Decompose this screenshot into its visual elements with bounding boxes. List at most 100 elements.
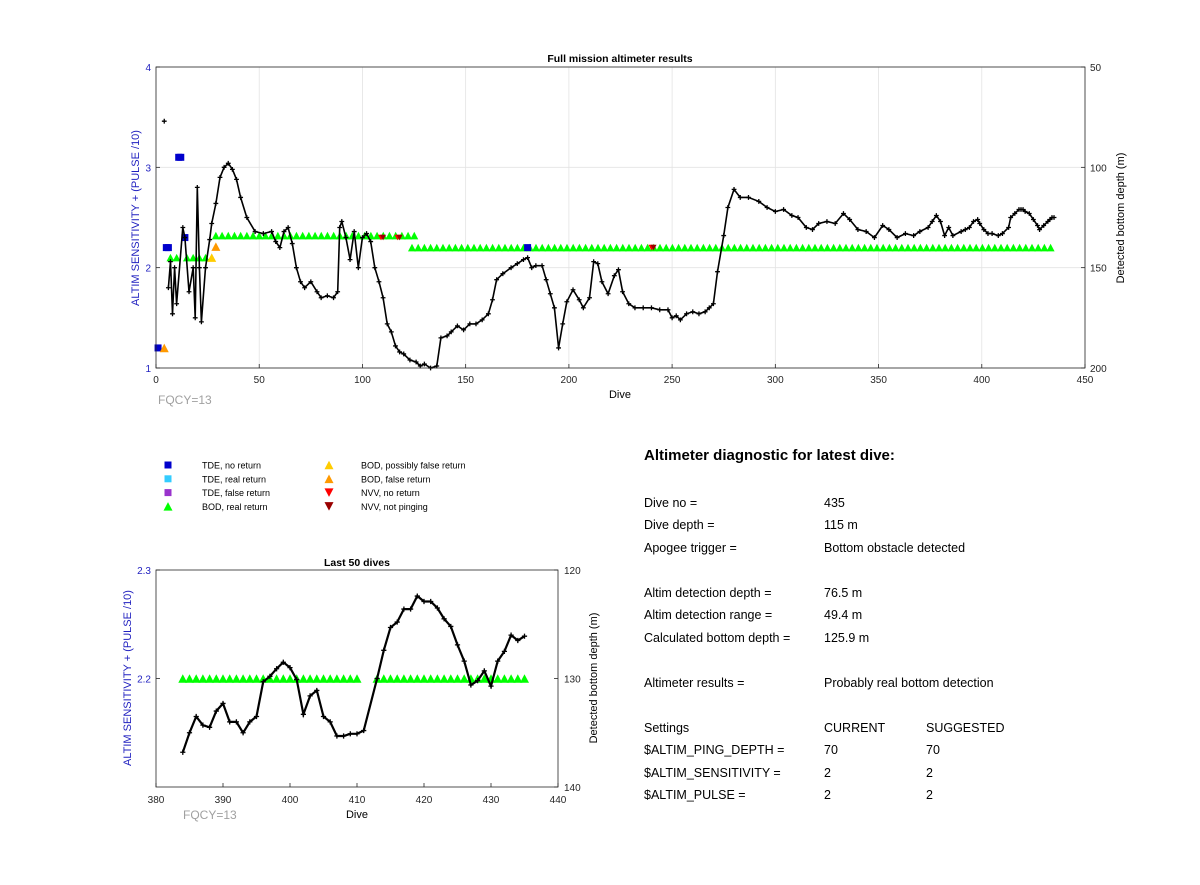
bod-real-marker — [385, 231, 394, 240]
bottom-depth-point — [599, 279, 605, 285]
y-tick-label: 2.3 — [137, 566, 151, 577]
bottom-depth-point — [161, 118, 167, 124]
bod-real-marker — [198, 674, 208, 683]
bottom-depth-point — [361, 727, 367, 734]
bod-real-marker — [891, 243, 900, 252]
diagnostic-title: Altimeter diagnostic for latest dive: — [644, 447, 895, 464]
bottom-depth-point — [238, 195, 244, 200]
bottom-depth-point — [196, 265, 202, 271]
bod-real-marker — [345, 674, 355, 683]
bod-real-marker — [941, 243, 950, 252]
bottom-depth-point — [626, 301, 632, 307]
bod-real-marker — [453, 674, 462, 683]
bottom-depth-point — [467, 321, 473, 327]
bottom-chart-title: Last 50 dives — [324, 557, 390, 569]
bottom-depth-point — [1035, 223, 1040, 228]
bod-real-marker — [804, 243, 813, 252]
x-tick-label: 0 — [153, 375, 159, 386]
bottom-depth-point — [351, 229, 357, 234]
bottom-depth-point — [434, 363, 440, 369]
bod-real-marker — [531, 243, 540, 252]
bod-real-marker — [404, 231, 413, 240]
bottom-depth-point — [213, 708, 219, 714]
bottom-depth-point — [172, 265, 177, 271]
bod-real-marker — [379, 674, 389, 683]
bottom-depth-point — [816, 221, 822, 226]
x-tick-label: 400 — [973, 375, 990, 386]
bottom-depth-point — [975, 217, 981, 222]
bod-real-marker — [922, 243, 931, 252]
legend-label: BOD, false return — [361, 474, 431, 484]
bod-real-marker — [1040, 243, 1049, 252]
bod-real-marker — [593, 243, 602, 252]
bod-real-marker — [786, 243, 795, 252]
nvv-marker — [380, 234, 387, 241]
bottom-depth-point — [657, 307, 663, 313]
x-tick-label: 300 — [767, 375, 784, 386]
bottom-depth-point — [481, 668, 487, 674]
bottom-depth-point — [428, 598, 434, 605]
bod-real-marker — [879, 243, 888, 252]
bottom-depth-point — [824, 219, 830, 224]
bottom-depth-point — [441, 616, 447, 622]
bottom-depth-point — [1051, 215, 1057, 220]
bottom-depth-point — [580, 305, 586, 311]
bottom-depth-point — [552, 305, 557, 311]
bottom-depth-point — [902, 231, 908, 236]
bottom-depth-point — [193, 713, 199, 720]
bottom-depth-line — [167, 162, 1054, 369]
bod-real-marker — [304, 231, 313, 240]
bottom-depth-point — [911, 233, 917, 238]
bod-real-marker — [311, 231, 320, 240]
bottom-depth-point — [556, 345, 561, 351]
bottom-depth-point — [731, 187, 737, 192]
bottom-depth-point — [977, 221, 983, 226]
bod-real-marker — [261, 231, 270, 240]
bottom-depth-point — [725, 205, 731, 210]
bod-real-marker — [482, 243, 491, 252]
bottom-depth-point — [677, 317, 683, 323]
settings-header-col: CURRENT — [824, 721, 886, 735]
bottom-depth-point — [488, 683, 494, 689]
bottom-depth-point — [221, 164, 227, 170]
bottom-depth-point — [706, 305, 712, 311]
bottom-depth-point — [989, 231, 995, 236]
bottom-depth-point — [334, 733, 340, 739]
y2-tick-label: 140 — [564, 783, 581, 794]
bottom-depth-point — [620, 289, 625, 295]
bod-real-marker — [211, 231, 220, 240]
bottom-depth-point — [894, 235, 900, 240]
y-tick-label: 4 — [145, 63, 151, 74]
bottom-depth-point — [1012, 211, 1018, 216]
bottom-depth-point — [260, 231, 266, 236]
diag-label: Apogee trigger = — [644, 541, 737, 555]
bod-real-marker — [493, 674, 503, 683]
bod-real-marker — [587, 243, 596, 252]
bod-real-marker — [317, 231, 326, 240]
bottom-depth-point — [473, 321, 479, 327]
bottom-depth-point — [1008, 215, 1014, 220]
bottom-depth-point — [401, 606, 407, 612]
bod-real-marker — [748, 243, 757, 252]
bottom-depth-point — [168, 259, 173, 265]
bod-real-marker — [285, 674, 295, 683]
settings-header-col: SUGGESTED — [926, 721, 1005, 735]
bottom-depth-point — [397, 349, 403, 355]
bottom-depth-point — [1022, 209, 1028, 214]
bod-real-marker — [841, 243, 850, 252]
diag-label: Dive no = — [644, 496, 698, 510]
bottom-depth-point — [525, 255, 530, 261]
bottom-depth-point — [165, 285, 171, 291]
bottom-depth-point — [186, 289, 192, 295]
bottom-depth-point — [966, 225, 972, 230]
bottom-depth-point — [267, 673, 273, 679]
bottom-depth-point — [225, 160, 231, 166]
y-tick-label: 1 — [145, 364, 151, 375]
bottom-depth-point — [354, 731, 360, 737]
bod-real-marker — [500, 243, 509, 252]
bottom-depth-point — [696, 311, 702, 317]
tde-marker — [524, 244, 532, 252]
bod-real-marker — [773, 243, 782, 252]
bod-real-marker — [459, 674, 469, 683]
bod-real-marker — [860, 243, 869, 252]
